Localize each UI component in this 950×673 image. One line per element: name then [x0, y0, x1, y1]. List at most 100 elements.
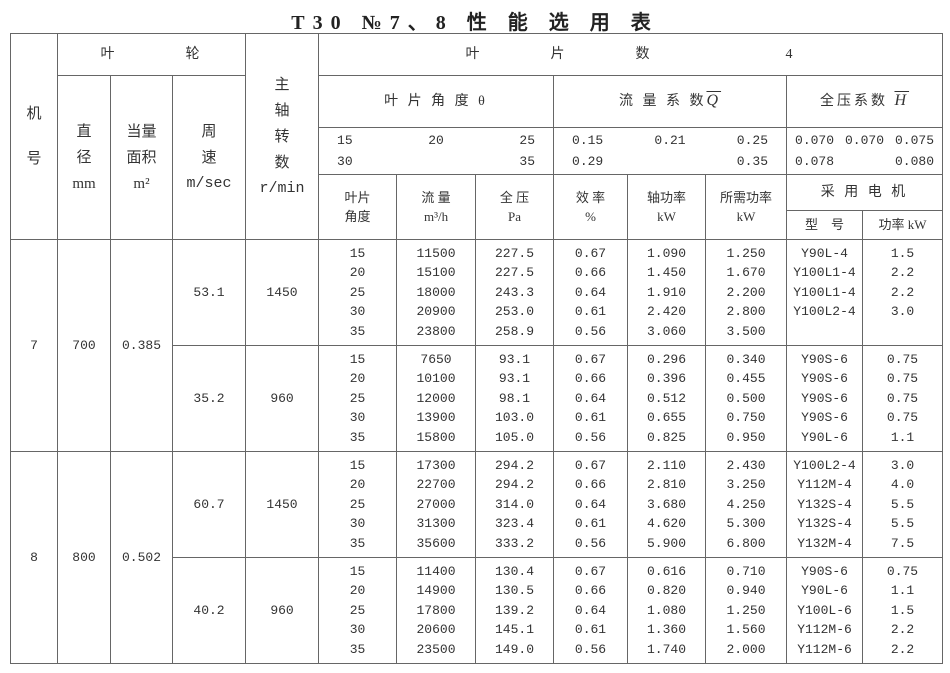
motor-power-value: 5.5 — [890, 516, 915, 532]
shaft-power-value: 1.740 — [647, 641, 687, 657]
header-unit: m³/h — [423, 209, 449, 224]
blade-angle-value: 30 — [349, 410, 366, 426]
shaft-power-value: 0.825 — [647, 429, 687, 445]
motor-model-value: Y100L1-4 — [793, 284, 856, 300]
header-text: 全 压 — [499, 189, 530, 205]
efficiency-value: 0.61 — [574, 410, 607, 426]
motor-power-cell: 3.0 4.0 5.5 5.5 7.5 — [862, 451, 944, 558]
efficiency-value: 0.66 — [574, 583, 607, 599]
blade-angle-value: 25 — [349, 390, 366, 406]
motor-model-cell: Y90L-4 Y100L1-4 Y100L1-4 Y100L2-4 — [786, 239, 864, 346]
flow-value: 35600 — [416, 535, 456, 551]
blade-angle-value: 15 — [349, 351, 366, 367]
col-header-required-power: 所需功率 kW — [705, 174, 788, 240]
efficiency-value: 0.67 — [574, 563, 607, 579]
blade-angle-value: 30 — [349, 304, 366, 320]
flow-cell: 7650 10100 12000 13900 15800 — [396, 345, 477, 452]
motor-model-value: Y90L-6 — [801, 583, 848, 599]
header-text: 流 量 — [421, 189, 451, 205]
shaft-power-cell: 0.296 0.396 0.512 0.655 0.825 — [627, 345, 707, 452]
pressure-value: 227.5 — [495, 265, 535, 281]
flow-value: 12000 — [416, 390, 456, 406]
efficiency-value: 0.66 — [574, 371, 607, 387]
flow-value: 18000 — [416, 284, 456, 300]
motor-model-value: Y112M-6 — [797, 622, 852, 638]
shaft-power-value: 0.820 — [647, 583, 687, 599]
shaft-power-value: 2.110 — [647, 457, 687, 473]
header-value: 4 — [785, 46, 796, 62]
header-text: 角度 — [344, 209, 371, 224]
blade-angle-value: 20 — [349, 583, 366, 599]
required-power-value: 4.250 — [726, 496, 766, 512]
shaft-power-cell: 0.616 0.820 1.080 1.360 1.740 — [627, 557, 707, 664]
efficiency-value: 0.67 — [574, 457, 607, 473]
motor-power-value: 2.2 — [890, 284, 915, 300]
pressure-value: 93.1 — [498, 351, 531, 367]
required-power-value: 1.560 — [726, 622, 766, 638]
motor-model-value: Y100L-6 — [797, 602, 852, 618]
pressure-value: 93.1 — [498, 371, 531, 387]
blade-angle-value: 20 — [349, 477, 366, 493]
col-header-motor: 采 用 电 机 — [786, 174, 944, 211]
shaft-power-value: 1.080 — [647, 602, 687, 618]
efficiency-value: 0.64 — [574, 390, 607, 406]
efficiency-value: 0.66 — [574, 477, 607, 493]
motor-power-value: 7.5 — [890, 535, 915, 551]
flow-value: 22700 — [416, 477, 456, 493]
table-row: 35.2 960 15 20 25 30 35 7650 10100 12000 13900 1580… — [11, 345, 944, 452]
motor-model-value: Y90L-4 — [801, 245, 848, 261]
required-power-cell: 1.250 1.670 2.200 2.800 3.500 — [705, 239, 788, 346]
required-power-value: 0.340 — [726, 351, 766, 367]
motor-model-cell: Y90S-6 Y90L-6 Y100L-6 Y112M-6 Y112M-6 — [786, 557, 864, 664]
required-power-value: 0.455 — [726, 371, 766, 387]
shaft-power-value: 1.910 — [647, 284, 687, 300]
header-text: 径 — [76, 149, 92, 166]
motor-model-value: Y90S-6 — [801, 410, 848, 426]
motor-model-value: Y90S-6 — [801, 351, 848, 367]
flow-cell: 11500 15100 18000 20900 23800 — [396, 239, 477, 346]
flow-coef-value: 0.21 — [654, 133, 686, 148]
efficiency-value: 0.61 — [574, 304, 607, 320]
header-text: 主 — [274, 76, 290, 93]
required-power-value: 0.710 — [726, 563, 766, 579]
pressure-value: 243.3 — [495, 284, 535, 300]
motor-power-value: 3.0 — [890, 457, 915, 473]
header-pressure-coef: 全压系数 H — [786, 75, 944, 128]
page-title: T30 №7、8 性 能 选 用 表 — [291, 12, 659, 34]
shaft-power-value: 2.420 — [647, 304, 687, 320]
required-power-value: 0.750 — [726, 410, 766, 426]
required-power-value: 2.000 — [726, 641, 766, 657]
motor-power-value: 2.2 — [890, 265, 915, 281]
header-text: 轴 — [274, 102, 290, 119]
pressure-value: 294.2 — [495, 457, 535, 473]
pressure-value: 314.0 — [495, 496, 535, 512]
blade-angle-value: 35 — [349, 429, 366, 445]
header-text: 机 — [26, 105, 42, 122]
pressure-value: 103.0 — [495, 410, 535, 426]
machine-no-cell: 8 — [10, 451, 58, 664]
motor-model-cell: Y100L2-4 Y112M-4 Y132S-4 Y132S-4 Y132M-4 — [786, 451, 864, 558]
pressure-value: 145.1 — [495, 622, 535, 638]
header-unit: kW — [736, 209, 756, 224]
pressure-coef-value: 0.078 — [795, 154, 835, 169]
motor-power-value: 0.75 — [886, 390, 919, 406]
required-power-value: 1.250 — [726, 602, 766, 618]
diameter-cell: 700 — [57, 239, 111, 452]
pressure-cell: 227.5 227.5 243.3 253.0 258.9 — [475, 239, 555, 346]
blade-angle-value: 20 — [349, 371, 366, 387]
required-power-value: 2.430 — [726, 457, 766, 473]
table-row: 7 700 0.385 53.1 1450 15 20 25 30 35 11500 15100 180… — [10, 239, 944, 452]
col-header-motor-power: 功率 kW — [862, 210, 944, 240]
motor-model-value — [787, 322, 862, 342]
flow-coef-values: 0.15 0.21 0.25 0.29 0.35 — [553, 127, 788, 175]
flow-coef-value: 0.35 — [736, 154, 769, 169]
motor-power-cell: 1.5 2.2 2.2 3.0 — [862, 239, 944, 346]
blade-angle-value: 20 — [349, 265, 366, 281]
motor-model-value: Y90S-6 — [801, 390, 848, 406]
motor-power-value: 1.5 — [890, 245, 915, 261]
required-power-value: 2.800 — [726, 304, 766, 320]
required-power-value: 1.250 — [726, 245, 766, 261]
efficiency-value: 0.67 — [574, 245, 607, 261]
table-row: 40.2 960 15 20 25 30 35 11400 14900 17800 20600 235… — [11, 557, 944, 664]
motor-power-value — [863, 322, 942, 342]
